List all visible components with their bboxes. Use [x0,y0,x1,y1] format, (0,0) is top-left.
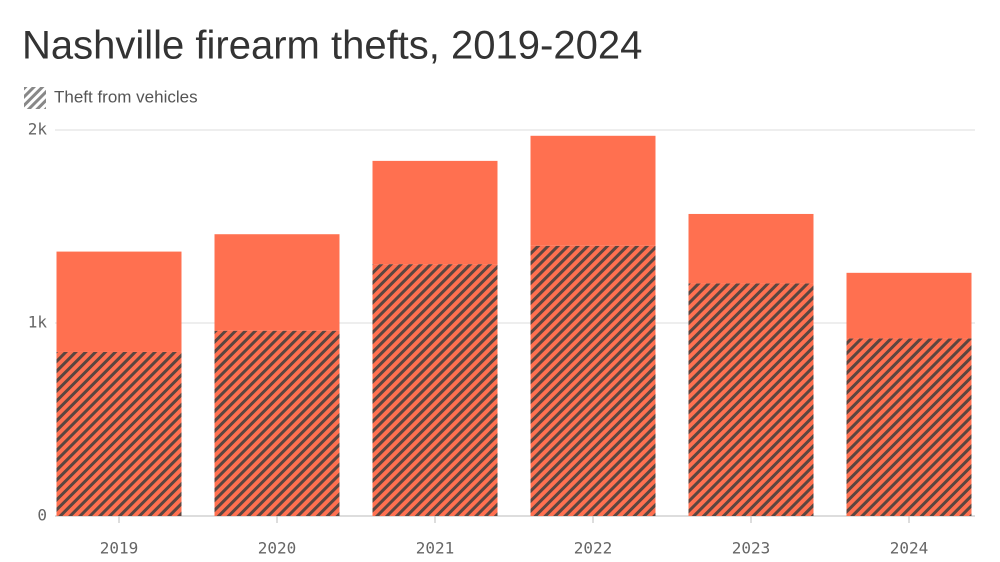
legend-swatch [24,87,46,109]
x-tick-label: 2022 [574,539,613,558]
bar-segment [372,264,498,516]
legend-label: Theft from vehicles [54,87,198,106]
y-tick-label: 2k [28,120,48,139]
y-tick-label: 0 [37,506,47,525]
x-tick-label: 2019 [100,539,139,558]
bar-segment [688,283,814,516]
x-tick-label: 2023 [732,539,771,558]
bar-segment [372,160,498,265]
bar-segment [56,251,182,352]
bar-segment [846,272,972,339]
x-tick-label: 2020 [258,539,297,558]
x-tick-label: 2021 [416,539,455,558]
chart-title: Nashville firearm thefts, 2019-2024 [22,24,642,68]
bar-segment [530,245,656,517]
bar-segment [846,338,972,516]
bar-segment [56,351,182,516]
y-tick-label: 1k [28,313,48,332]
bar-segment [214,330,340,516]
bar-segment [214,234,340,331]
bar-segment [530,135,656,246]
bar-segment [688,213,814,284]
x-tick-label: 2024 [890,539,929,558]
